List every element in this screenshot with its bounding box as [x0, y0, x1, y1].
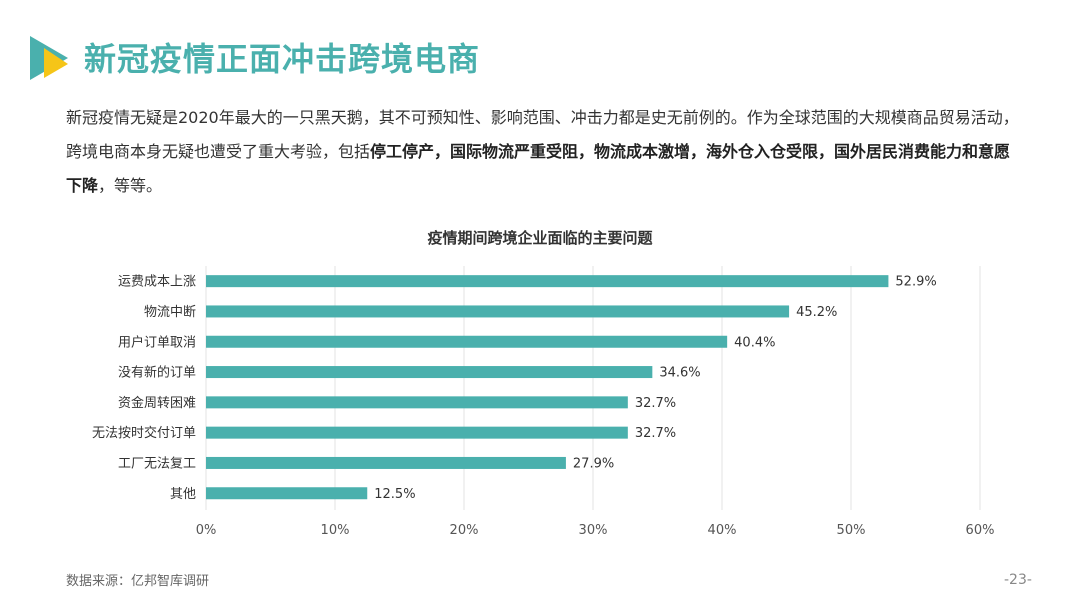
x-tick-label: 30% [579, 523, 608, 538]
bar [206, 426, 628, 439]
bar [206, 396, 628, 409]
bar [206, 335, 728, 348]
x-tick-label: 20% [450, 523, 479, 538]
data-label: 34.6% [659, 366, 700, 381]
category-label: 其他 [170, 487, 196, 502]
intro-highlight: 停工停产，国际物流严重受阻，物流成本激增，海外仓入仓受限，国外居民消费能力和意愿… [66, 142, 1011, 195]
category-label: 工厂无法复工 [118, 456, 196, 471]
bar [206, 456, 566, 469]
x-tick-label: 0% [196, 523, 217, 538]
data-label: 32.7% [635, 426, 676, 441]
data-label: 45.2% [796, 305, 837, 320]
bar [206, 487, 368, 500]
bar-chart: 0% 10% 20% 30% 40% 50% 60% 运费成本上涨 52.9% 物流中断 45.2%… [92, 266, 995, 538]
category-label: 运费成本上涨 [118, 275, 196, 290]
category-label: 物流中断 [144, 305, 196, 320]
page-title: 新冠疫情正面冲击跨境电商 [84, 40, 481, 78]
page-number: -23- [1004, 572, 1032, 588]
x-tick-label: 60% [966, 523, 995, 538]
data-label: 27.9% [573, 456, 614, 471]
category-label: 资金周转困难 [118, 395, 196, 411]
bar [206, 366, 653, 379]
category-label: 用户订单取消 [118, 334, 196, 350]
chart-title: 疫情期间跨境企业面临的主要问题 [427, 229, 653, 247]
x-tick-label: 50% [837, 523, 866, 538]
data-source: 数据来源：亿邦智库调研 [66, 574, 210, 589]
category-label: 没有新的订单 [118, 365, 196, 381]
intro-paragraph: 新冠疫情无疑是2020年最大的一只黑天鹅，其不可预知性、影响范围、冲击力都是史无… [66, 101, 1026, 203]
data-label: 12.5% [374, 487, 415, 502]
data-label: 40.4% [734, 335, 775, 350]
bar [206, 305, 790, 318]
category-label: 无法按时交付订单 [92, 425, 196, 441]
intro-text-end: ，等等。 [98, 176, 163, 195]
logo-icon [30, 36, 68, 80]
data-label: 52.9% [895, 275, 936, 290]
data-label: 32.7% [635, 396, 676, 411]
intro-text: 新冠疫情无疑是2020年最大的一只黑天鹅，其不可预知性、影响范围、冲击力都是史无… [66, 108, 1019, 161]
x-tick-label: 10% [321, 523, 350, 538]
bar [206, 275, 889, 288]
x-tick-label: 40% [708, 523, 737, 538]
